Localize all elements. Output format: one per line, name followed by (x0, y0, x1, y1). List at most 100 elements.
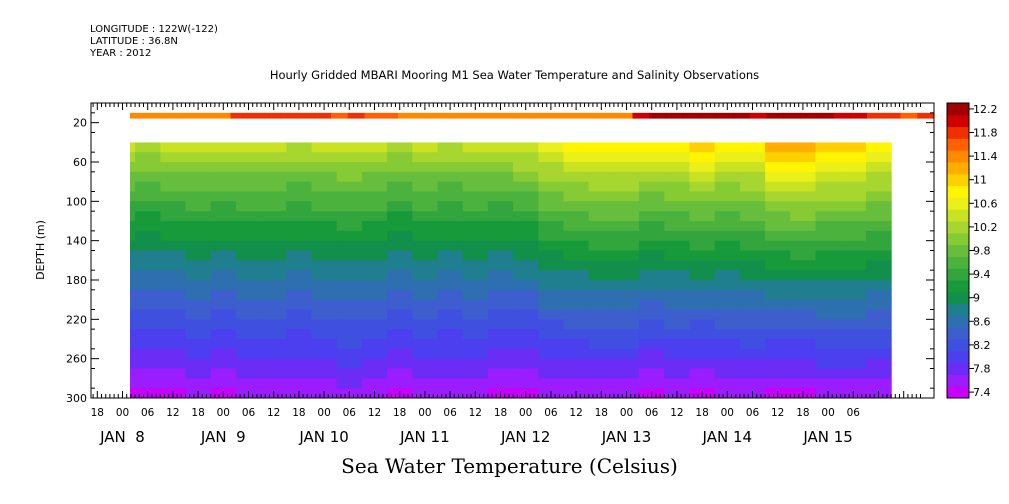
colorbar-label: 10.2 (973, 221, 998, 234)
x-hour-label: 06 (544, 407, 558, 419)
temperature-cell (387, 358, 413, 370)
colorbar-swatch (947, 221, 969, 234)
temperature-cell (840, 299, 867, 311)
temperature-cell (613, 368, 640, 379)
temperature-cell (639, 260, 665, 271)
temperature-cell (361, 162, 388, 173)
surface-temperature-cell (197, 112, 215, 119)
temperature-cell (235, 339, 262, 350)
temperature-cell (185, 289, 212, 301)
temperature-cell (639, 339, 665, 350)
temperature-cell (664, 221, 691, 232)
temperature-cell (185, 201, 212, 212)
temperature-cell (336, 319, 363, 330)
temperature-cell (840, 329, 867, 340)
temperature-cell (714, 358, 741, 370)
temperature-cell (487, 171, 514, 183)
temperature-cell (563, 191, 590, 202)
temperature-cell (235, 211, 262, 222)
temperature-cell (311, 142, 338, 153)
temperature-cell (361, 309, 388, 320)
x-hour-label: 18 (393, 407, 406, 419)
temperature-cell (815, 230, 842, 242)
temperature-cell (185, 348, 212, 360)
temperature-cell (311, 280, 338, 291)
temperature-cell (135, 348, 161, 360)
x-hour-label: 00 (418, 407, 431, 419)
temperature-cell (135, 191, 161, 202)
temperature-cell (387, 221, 413, 232)
temperature-cell (689, 270, 716, 281)
colorbar-swatch (947, 256, 969, 269)
x-hour-label: 00 (519, 407, 532, 419)
temperature-cell (286, 299, 313, 311)
temperature-cell (462, 339, 489, 350)
temperature-cell (689, 162, 716, 173)
temperature-cell (361, 211, 388, 222)
colorbar-swatch (947, 350, 969, 364)
temperature-cell (286, 171, 313, 183)
temperature-cell (790, 270, 817, 281)
temperature-cell (235, 152, 262, 163)
temperature-cell (160, 309, 187, 320)
temperature-cell (286, 191, 313, 202)
temperature-cell (261, 171, 287, 183)
temperature-cell (588, 358, 615, 370)
x-hour-label: 00 (620, 407, 633, 419)
temperature-cell (462, 191, 489, 202)
temperature-cell (790, 319, 817, 330)
temperature-cell (235, 378, 262, 389)
temperature-cell (185, 260, 212, 271)
temperature-cell (865, 240, 892, 252)
temperature-cell (865, 358, 892, 370)
temperature-cell (664, 329, 691, 340)
temperature-cell (462, 162, 489, 173)
temperature-cell (261, 211, 287, 222)
temperature-cell (765, 221, 791, 232)
temperature-cell (563, 171, 590, 183)
colorbar-label: 7.4 (973, 386, 991, 399)
temperature-cell (235, 368, 262, 379)
temperature-cell (815, 339, 842, 350)
temperature-cell (487, 358, 514, 370)
temperature-cell (387, 270, 413, 281)
temperature-cell (135, 270, 161, 281)
colorbar-swatch (947, 173, 969, 187)
temperature-cell (613, 329, 640, 340)
temperature-cell (235, 280, 262, 291)
temperature-cell (865, 270, 892, 281)
temperature-cell (437, 250, 464, 261)
temperature-cell (513, 348, 539, 360)
temperature-cell (462, 230, 489, 242)
temperature-cell (286, 378, 313, 389)
temperature-cell (437, 289, 464, 301)
temperature-cell (185, 162, 212, 173)
temperature-cell (739, 250, 766, 261)
temperature-cell (563, 289, 590, 301)
temperature-cell (261, 319, 287, 330)
temperature-cell (361, 240, 388, 252)
temperature-cell (261, 329, 287, 340)
temperature-cell (815, 142, 842, 153)
temperature-cell (361, 329, 388, 340)
temperature-cell (613, 240, 640, 252)
temperature-cell (513, 250, 539, 261)
temperature-cell (210, 280, 237, 291)
temperature-cell (613, 191, 640, 202)
surface-temperature-cell (867, 112, 885, 119)
surface-temperature-cell (130, 112, 148, 119)
temperature-cell (311, 368, 338, 379)
temperature-cell (210, 221, 237, 232)
temperature-cell (311, 230, 338, 242)
temperature-cell (311, 152, 338, 163)
temperature-cell (286, 162, 313, 173)
x-day-label: JAN 11 (399, 428, 450, 446)
temperature-cell (563, 230, 590, 242)
temperature-cell (437, 221, 464, 232)
temperature-cell (840, 270, 867, 281)
temperature-cell (210, 250, 237, 261)
surface-temperature-cell (163, 112, 181, 119)
temperature-cell (160, 358, 187, 370)
temperature-cell (765, 280, 791, 291)
temperature-cell (387, 309, 413, 320)
